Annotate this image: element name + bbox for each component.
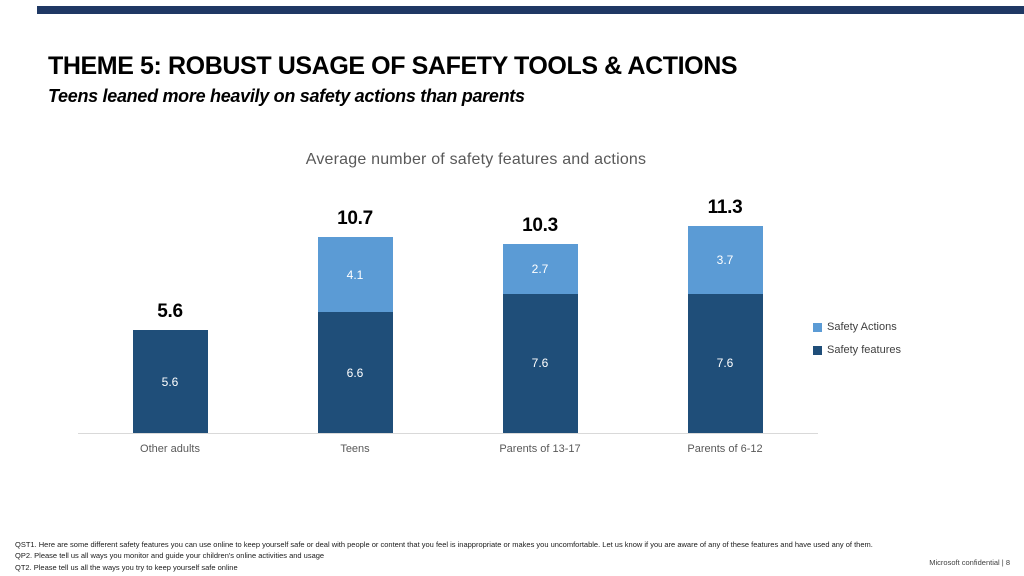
segment-safety-features: 5.6	[132, 330, 208, 433]
legend-label: Safety Actions	[827, 321, 897, 333]
top-accent-bar	[37, 6, 1024, 14]
slide-title-rest: ROBUST USAGE OF SAFETY TOOLS & ACTIONS	[161, 52, 738, 80]
segment-safety-actions: 2.7	[502, 244, 578, 294]
total-data-label: 11.3	[707, 197, 743, 219]
legend-swatch-icon	[813, 322, 822, 332]
segment-safety-actions: 3.7	[687, 226, 763, 294]
segment-safety-features: 7.6	[687, 293, 763, 433]
chart-title: Average number of safety features and ac…	[305, 151, 647, 168]
category-label: Parents of 13-17	[499, 443, 581, 455]
confidential-page-number: Microsoft confidential | 8	[929, 558, 1010, 567]
total-data-label: 10.3	[522, 215, 558, 237]
legend-label: Safety features	[827, 344, 901, 356]
legend-item-safety-features: Safety features	[813, 344, 901, 356]
total-data-label: 5.6	[157, 301, 183, 323]
chart-x-axis-line	[78, 433, 818, 434]
chart-legend: Safety Actions Safety features	[813, 321, 901, 367]
segment-safety-features: 7.6	[502, 293, 578, 433]
category-label: Parents of 6-12	[687, 443, 763, 455]
slide-title-prefix: THEME 5:	[48, 52, 162, 80]
category-label: Other adults	[140, 443, 200, 455]
footnotes: QST1. Here are some different safety fea…	[15, 539, 873, 573]
legend-swatch-icon	[813, 345, 822, 355]
bar-parents-of-13-17: 10.3 2.7 7.6 Parents of 13-17	[499, 215, 580, 455]
footnote-qt2: QT2. Please tell us all the ways you try…	[15, 562, 238, 572]
segment-safety-features: 6.6	[317, 312, 393, 433]
slide-subtitle: Teens leaned more heavily on safety acti…	[48, 86, 525, 106]
total-data-label: 10.7	[337, 208, 373, 229]
segment-safety-actions: 4.1	[317, 237, 393, 313]
chart-plot-area: 5.6 5.6 Other adults 10.7 4.1 6.6 Teens 10.3 2.7…	[80, 190, 820, 455]
slide-title: THEME 5: ROBUST USAGE OF SAFETY TOOLS & …	[48, 52, 738, 81]
bar-parents-of-6-12: 11.3 3.7 7.6 Parents of 6-12	[687, 197, 763, 455]
footnote-qst1: QST1. Here are some different safety fea…	[15, 540, 873, 549]
footnote-qp2: QP2. Please tell us all ways you monitor…	[15, 551, 325, 561]
category-label: Teens	[340, 443, 370, 455]
legend-item-safety-actions: Safety Actions	[813, 321, 901, 333]
bar-teens: 10.7 4.1 6.6 Teens	[317, 208, 393, 455]
bar-other-adults: 5.6 5.6 Other adults	[132, 301, 208, 455]
